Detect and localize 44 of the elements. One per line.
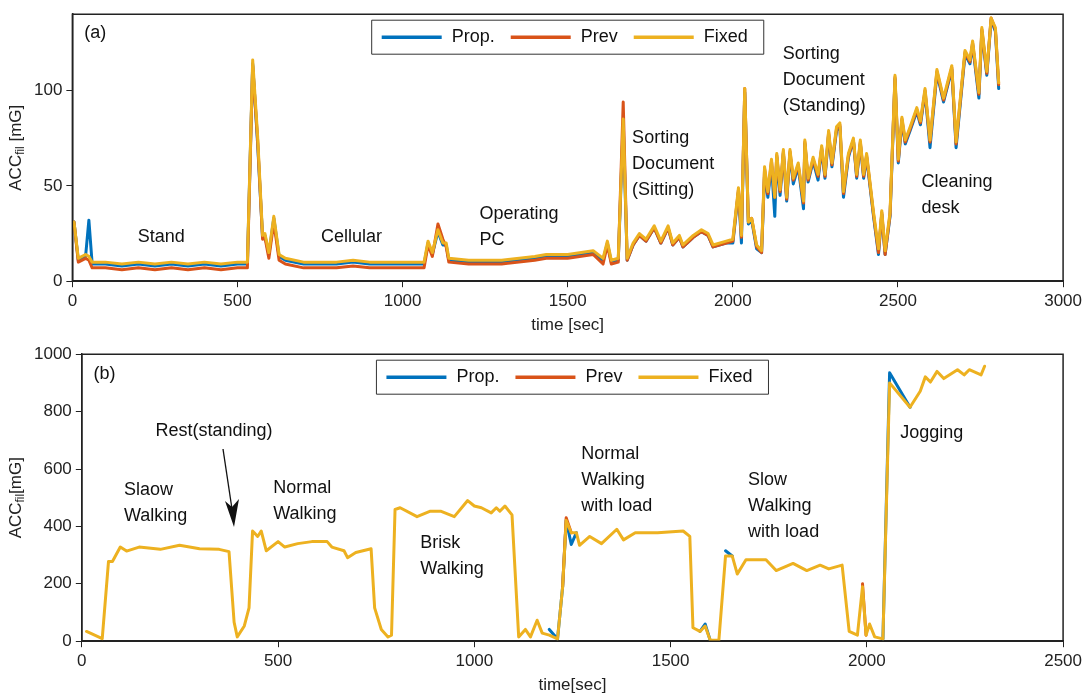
y-tick-label: 800: [43, 401, 72, 421]
annotation: Stand: [137, 226, 185, 247]
annotation: Sorting Document (Standing): [782, 42, 866, 115]
y-tick-label: 600: [43, 458, 72, 478]
annotation: Normal Walking: [273, 477, 337, 524]
x-tick-label: 2000: [713, 291, 752, 311]
x-tick-label: 1500: [548, 291, 587, 311]
legend-label: Prev: [585, 366, 623, 387]
x-axis-title: time[sec]: [538, 675, 607, 695]
y-tick-label: 0: [52, 270, 63, 290]
annotation: Slow Walking with load: [747, 468, 820, 541]
x-tick-label: 1000: [383, 291, 422, 311]
annotation: Brisk Walking: [420, 532, 484, 579]
legend-label: Prev: [580, 26, 618, 47]
legend-label: Fixed: [708, 366, 753, 387]
x-tick-label: 3000: [1044, 291, 1082, 311]
annotation: Slaow Walking: [124, 478, 188, 525]
x-axis-title: time [sec]: [531, 315, 605, 335]
annotation: (b): [93, 363, 116, 384]
y-tick-label: 50: [43, 175, 63, 195]
legend-label: Prop.: [451, 26, 495, 47]
y-tick-label: 1000: [33, 343, 72, 363]
y-tick-label: 400: [43, 516, 72, 536]
annotation: Operating PC: [479, 202, 559, 249]
x-tick-label: 0: [77, 651, 87, 671]
x-tick-label: 500: [263, 651, 293, 671]
legend-label: Prop.: [456, 366, 500, 387]
y-tick-label: 200: [43, 573, 72, 593]
annotation: Rest(standing): [155, 419, 273, 440]
y-tick-label: 100: [33, 80, 63, 100]
legend-label: Fixed: [703, 26, 748, 47]
y-tick-label: 0: [62, 630, 72, 650]
x-tick-label: 2500: [1044, 651, 1082, 671]
annotation: Cellular: [321, 226, 383, 247]
annotation: Jogging: [900, 421, 964, 442]
annotation: Sorting Document (Sitting): [632, 127, 715, 200]
x-tick-label: 1000: [455, 651, 494, 671]
x-tick-label: 2000: [847, 651, 886, 671]
x-tick-label: 2500: [879, 291, 917, 311]
x-tick-label: 1500: [651, 651, 690, 671]
annotation: Normal Walking with load: [580, 443, 653, 516]
annotation: Cleaning desk: [921, 170, 993, 217]
x-tick-label: 500: [223, 291, 252, 311]
annotation: (a): [84, 21, 107, 42]
